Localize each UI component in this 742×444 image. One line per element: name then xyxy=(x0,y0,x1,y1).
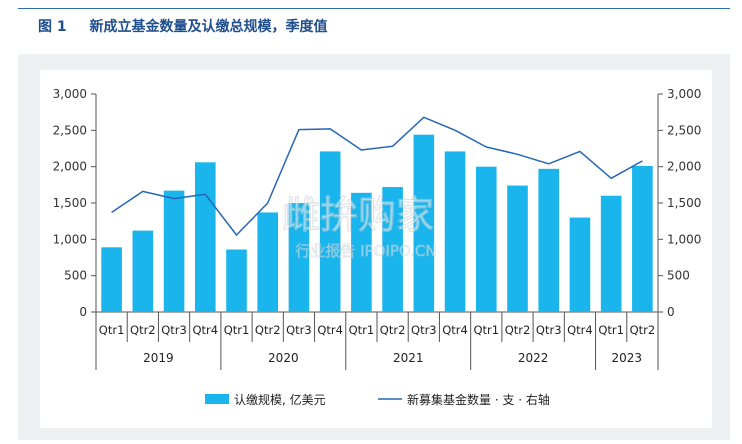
y-tick-label: 0 xyxy=(79,305,87,319)
line-series xyxy=(111,116,643,236)
legend-bar-swatch xyxy=(205,394,229,404)
legend-line-label: 新募集基金数量 · 支 · 右轴 xyxy=(407,392,550,407)
y2-tick-label: 2,500 xyxy=(667,123,701,137)
bar xyxy=(163,190,185,312)
y-tick-label: 2,500 xyxy=(53,123,87,137)
x-tick-label: Qtr3 xyxy=(286,323,312,337)
bar xyxy=(475,166,497,312)
x-tick-label: Qtr1 xyxy=(224,323,250,337)
y2-tick-label: 2,000 xyxy=(667,160,701,174)
y2-tick-label: 1,000 xyxy=(667,232,701,246)
bar xyxy=(600,195,622,312)
bar xyxy=(288,203,310,312)
x-tick-label: Qtr3 xyxy=(536,323,562,337)
bar xyxy=(569,217,591,312)
year-label: 2023 xyxy=(612,351,643,365)
bar xyxy=(351,192,372,312)
x-tick-label: Qtr3 xyxy=(161,323,187,337)
figure-title-text: 新成立基金数量及认缴总规模，季度值 xyxy=(89,19,328,35)
x-tick-label: Qtr3 xyxy=(411,323,437,337)
bar xyxy=(319,151,341,312)
y-tick-label: 500 xyxy=(64,269,87,283)
x-tick-label: Qtr1 xyxy=(349,323,375,337)
bar xyxy=(444,151,466,312)
x-tick-label: Qtr4 xyxy=(567,323,593,337)
legend: 认缴规模, 亿美元 新募集基金数量 · 支 · 右轴 xyxy=(205,392,550,407)
x-tick-label: Qtr2 xyxy=(255,323,281,337)
top-rule xyxy=(18,8,730,9)
bar xyxy=(194,162,216,312)
y-tick-label: 1,500 xyxy=(53,196,87,210)
bar xyxy=(226,249,247,312)
bar xyxy=(538,168,560,312)
axes-layer xyxy=(91,93,663,370)
bar xyxy=(632,165,653,312)
bar xyxy=(507,185,528,312)
x-tick-label: Qtr4 xyxy=(442,323,468,337)
bar xyxy=(413,134,435,312)
watermark-sub: 行业报告 IPOIPO.CN xyxy=(295,242,436,260)
year-label: 2022 xyxy=(518,351,549,365)
x-tick-label: Qtr1 xyxy=(598,323,624,337)
bar-series xyxy=(101,134,653,312)
x-tick-label: Qtr2 xyxy=(380,323,406,337)
x-tick-label: Qtr2 xyxy=(505,323,531,337)
x-tick-label: Qtr4 xyxy=(192,323,218,337)
bar xyxy=(382,187,403,312)
x-tick-label: Qtr4 xyxy=(317,323,343,337)
bar xyxy=(257,212,279,312)
y2-tick-label: 1,500 xyxy=(667,196,701,210)
x-tick-label: Qtr2 xyxy=(130,323,156,337)
figure-title: 图 1 新成立基金数量及认缴总规模，季度值 xyxy=(38,16,328,36)
x-tick-label: Qtr2 xyxy=(630,323,656,337)
bar xyxy=(101,247,122,312)
axis-labels: 0 500 1,000 1,500 2,000 2,500 3,000 0 500 1,000 1,… xyxy=(53,87,702,365)
watermark-main: 雌拚购家 xyxy=(282,193,434,237)
bar xyxy=(132,230,154,312)
watermark: 雌拚购家 行业报告 IPOIPO.CN xyxy=(281,192,437,260)
y-tick-label: 3,000 xyxy=(53,87,87,101)
year-label: 2021 xyxy=(393,351,424,365)
x-tick-label: Qtr1 xyxy=(99,323,125,337)
y-tick-label: 1,000 xyxy=(53,232,87,246)
year-label: 2019 xyxy=(143,351,174,365)
y2-tick-label: 500 xyxy=(667,269,690,283)
figure-number: 图 1 xyxy=(38,19,67,35)
y-tick-label: 2,000 xyxy=(53,160,87,174)
x-tick-label: Qtr1 xyxy=(473,323,499,337)
y2-tick-label: 3,000 xyxy=(667,87,701,101)
year-label: 2020 xyxy=(268,351,299,365)
series-line xyxy=(111,116,643,236)
legend-bar-label: 认缴规模, 亿美元 xyxy=(234,392,326,407)
y2-tick-label: 0 xyxy=(667,305,675,319)
